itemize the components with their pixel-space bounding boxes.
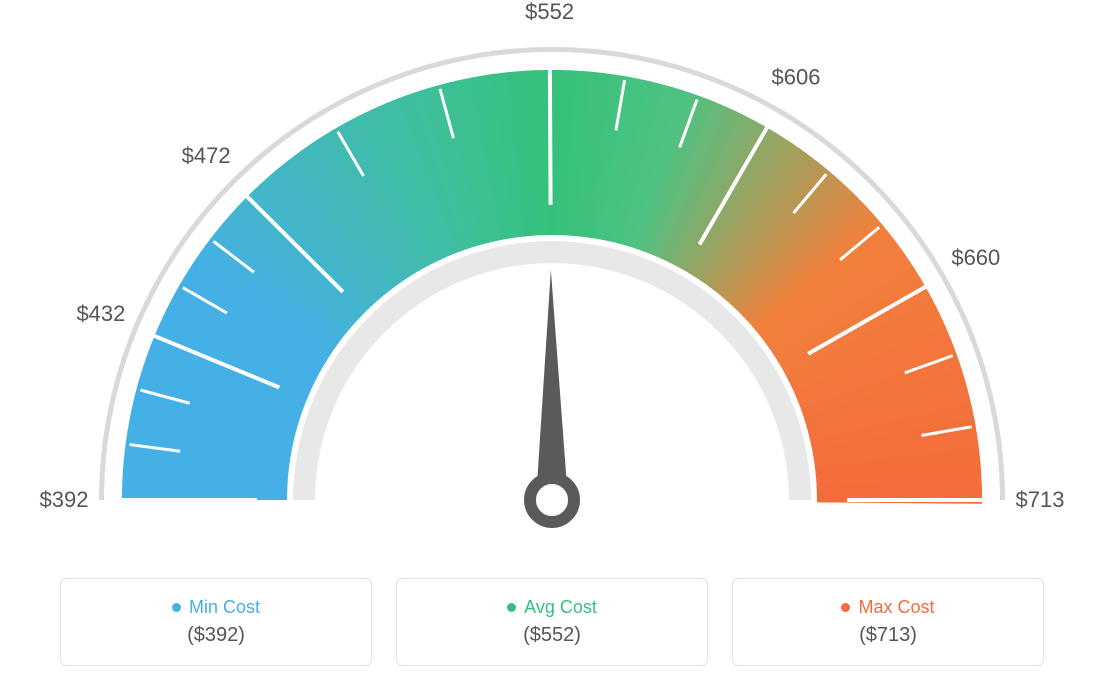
legend-cards: Min Cost ($392) Avg Cost ($552) Max Cost… [0, 578, 1104, 666]
svg-text:$552: $552 [525, 0, 574, 24]
avg-cost-value: ($552) [523, 624, 581, 647]
svg-text:$472: $472 [182, 143, 231, 168]
gauge-chart: $392 $432 $472 $552 $606 $660 $713 [0, 0, 1104, 560]
max-cost-label: Max Cost [858, 597, 934, 618]
avg-cost-label: Avg Cost [524, 597, 597, 618]
min-cost-label: Min Cost [189, 597, 260, 618]
max-cost-value: ($713) [859, 624, 917, 647]
avg-cost-card: Avg Cost ($552) [396, 578, 708, 666]
dot-icon [172, 603, 181, 612]
svg-text:$432: $432 [76, 301, 125, 326]
chart-container: $392 $432 $472 $552 $606 $660 $713 Min Cost ($… [0, 0, 1104, 690]
svg-text:$713: $713 [1016, 487, 1065, 512]
svg-text:$606: $606 [772, 64, 821, 89]
svg-text:$660: $660 [951, 245, 1000, 270]
min-cost-card: Min Cost ($392) [60, 578, 372, 666]
avg-cost-title: Avg Cost [507, 597, 597, 618]
max-cost-title: Max Cost [841, 597, 934, 618]
max-cost-card: Max Cost ($713) [732, 578, 1044, 666]
min-cost-title: Min Cost [172, 597, 260, 618]
svg-text:$392: $392 [40, 487, 89, 512]
dot-icon [507, 603, 516, 612]
min-cost-value: ($392) [187, 624, 245, 647]
dot-icon [841, 603, 850, 612]
